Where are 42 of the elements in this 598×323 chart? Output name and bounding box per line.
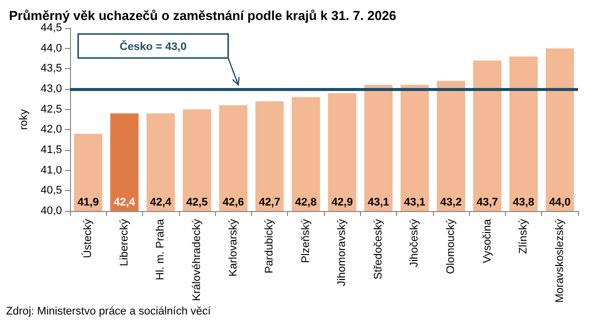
text: Zdroj: Ministerstvo práce a sociálních věcí xyxy=(6,306,212,318)
x-tick-label: Středočeský xyxy=(372,218,384,280)
x-tick-label: Karlovarský xyxy=(227,218,240,276)
data-label: 42,6 xyxy=(222,196,244,208)
y-tick-label: 43,0 xyxy=(40,83,62,95)
x-tick-label: Liberecký xyxy=(118,218,130,266)
ref-line-label: Česko = 43,0 xyxy=(120,40,187,53)
y-tick-label: 40,0 xyxy=(40,205,62,217)
x-tick-label: Jihočeský xyxy=(408,218,421,268)
x-tick-label: Hl. m. Praha xyxy=(154,218,167,280)
data-label: 42,9 xyxy=(331,196,353,208)
x-tick-label: Plzeňský xyxy=(300,218,312,264)
y-axis-title: roky xyxy=(18,108,30,130)
x-tick-label: Jihomoravský xyxy=(336,218,348,286)
x-tick-label: Moravskoslezský xyxy=(554,218,566,303)
data-label: 43,8 xyxy=(512,196,534,208)
y-tick-label: 42,0 xyxy=(40,124,62,136)
data-label: 41,9 xyxy=(77,196,99,208)
data-label: 42,8 xyxy=(295,196,317,208)
y-tick-label: 41,0 xyxy=(40,164,62,176)
y-tick-label: 44,0 xyxy=(40,42,62,54)
data-label: 44,0 xyxy=(549,196,571,208)
y-tick-label: 42,5 xyxy=(40,103,62,116)
y-tick-label: 43,5 xyxy=(40,62,62,75)
y-tick-label: 40,5 xyxy=(40,184,62,197)
data-label: 43,2 xyxy=(440,196,462,208)
chart-title: Průměrný věk uchazečů o zaměstnání podle krajů k 31. 7. 2026 xyxy=(9,8,396,23)
x-tick-label: Zlínský xyxy=(518,218,530,254)
data-label: 43,1 xyxy=(404,196,426,208)
x-tick-label: Olomoucký xyxy=(445,218,457,274)
data-label: 43,1 xyxy=(368,196,390,208)
y-tick-label: 44,5 xyxy=(40,22,62,34)
data-label: 42,4 xyxy=(150,196,172,208)
y-tick-label: 41,5 xyxy=(40,144,62,156)
data-label: 43,7 xyxy=(476,196,498,208)
x-tick-label: Ústecký xyxy=(81,218,94,258)
x-tick-label: Pardubický xyxy=(264,218,276,274)
x-tick-label: Vysočina xyxy=(481,218,494,264)
data-label: 42,7 xyxy=(258,196,280,208)
data-label: 42,5 xyxy=(186,196,208,208)
x-tick-label: Královéhradecký xyxy=(191,218,203,301)
data-label: 42,4 xyxy=(114,196,136,208)
